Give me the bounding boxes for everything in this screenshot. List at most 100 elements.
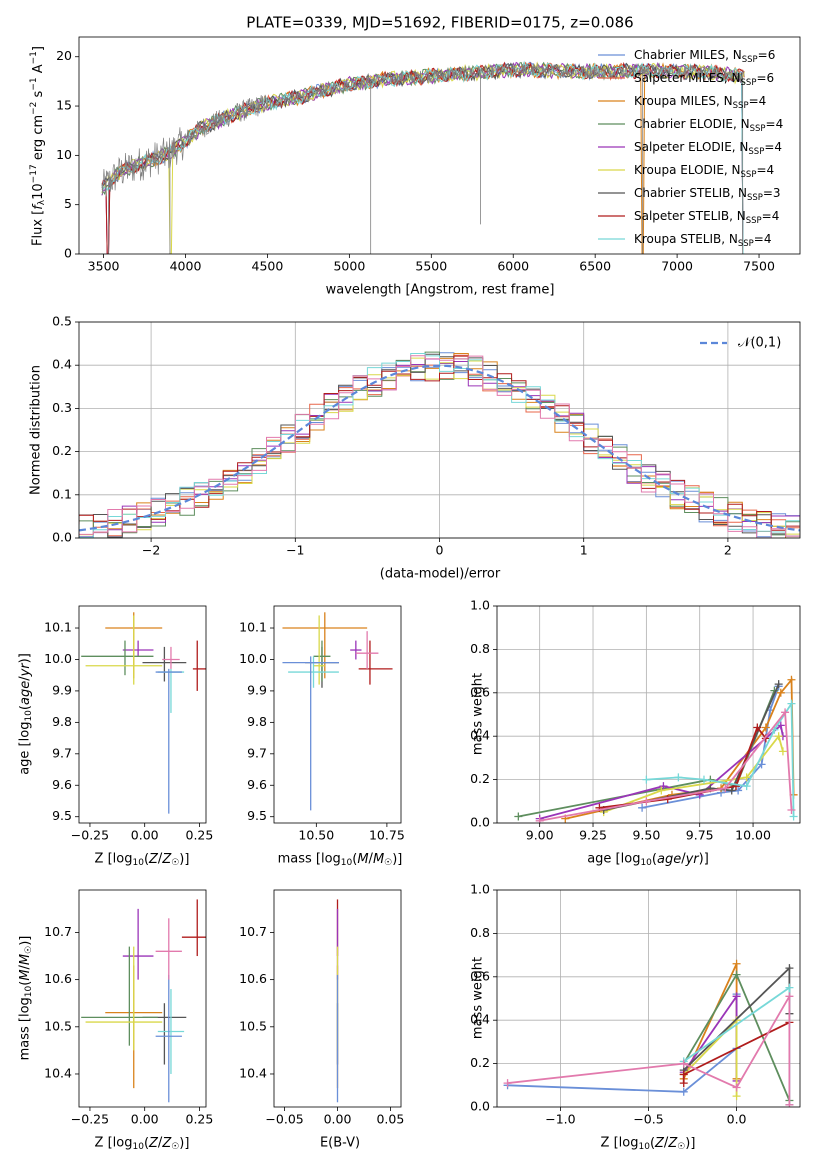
y-axis-label: mass weight	[471, 673, 486, 755]
x-tick-label: 6500	[579, 259, 611, 274]
x-axis-label: Z [log10(Z/Z☉)]	[601, 1136, 696, 1152]
legend-subscript: SSP	[742, 55, 758, 65]
x-tick-label: 9.00	[526, 828, 554, 843]
legend-subscript: SSP	[738, 239, 754, 249]
y-tick-label: 0.2	[52, 443, 72, 458]
x-tick-label: 10.75	[369, 828, 405, 843]
x-tick-label: 4500	[252, 259, 284, 274]
data-point-marker	[785, 992, 794, 1001]
y-tick-label: 15	[56, 98, 72, 113]
errorbars	[81, 899, 206, 1103]
y-tick-label: 9.8	[247, 714, 267, 729]
normal-curve-line	[79, 364, 800, 532]
axes-frame	[496, 605, 801, 824]
y-tick-label: 9.9	[52, 682, 72, 697]
legend-text: Chabrier ELODIE, N	[634, 117, 750, 131]
x-tick-label: −1.0	[545, 1112, 575, 1127]
legend-suffix: =6	[758, 48, 776, 62]
x-tick-label: 0.00	[131, 828, 159, 843]
x-tick-label: 0.25	[186, 828, 214, 843]
y-tick-label: 10.1	[44, 620, 72, 635]
legend-suffix: =4	[749, 94, 767, 108]
observed-spectrum-line	[101, 62, 745, 197]
x-tick-label: 0.00	[324, 1112, 352, 1127]
legend-subscript: SSP	[747, 193, 763, 203]
model-spectrum-line	[101, 62, 745, 254]
series-line	[682, 993, 738, 1081]
legend-subscript: SSP	[746, 216, 762, 226]
data-point-marker	[732, 992, 741, 1001]
data-point-marker	[679, 1059, 688, 1068]
legend-subscript: SSP	[748, 147, 764, 157]
data-point-marker	[535, 816, 544, 823]
y-tick-label: 0.4	[470, 728, 490, 743]
data-point-marker	[742, 773, 751, 782]
data-point-marker	[778, 747, 787, 756]
data-point-marker	[642, 797, 651, 806]
y-axis-label: mass weight	[471, 957, 486, 1039]
data-point-marker	[753, 723, 762, 732]
legend-text: Chabrier MILES, N	[634, 48, 742, 62]
x-tick-label: 0.0	[727, 1112, 747, 1127]
legend-label: Salpeter STELIB, NSSP=4	[634, 209, 779, 226]
data-point-marker	[638, 803, 647, 812]
axes-frame	[496, 889, 801, 1108]
data-point-marker	[721, 784, 730, 793]
legend-text: Chabrier STELIB, N	[634, 186, 747, 200]
data-point-marker	[787, 805, 796, 814]
data-point-marker	[679, 1087, 688, 1096]
y-tick-label: 0.6	[470, 684, 490, 699]
x-tick-label: −1	[286, 543, 304, 558]
legend-label: 𝒩(0,1)	[738, 336, 781, 351]
legend-subscript: SSP	[741, 78, 757, 88]
legend-text: Salpeter STELIB, N	[634, 209, 746, 223]
x-tick-label: 2	[724, 543, 732, 558]
model-spectrum-line	[101, 61, 745, 254]
x-tick-label: −2	[142, 543, 160, 558]
x-tick-label: −0.5	[633, 1112, 663, 1127]
y-tick-label: 10.4	[44, 1065, 72, 1080]
histograms	[79, 351, 800, 538]
y-tick-label: 10.0	[239, 651, 267, 666]
axes-frame	[273, 605, 402, 824]
data-point-marker	[785, 964, 794, 973]
x-tick-label: 1	[580, 543, 588, 558]
x-axis-label: (data-model)/error	[380, 567, 501, 582]
y-tick-label: 9.7	[247, 745, 267, 760]
y-tick-label: 10	[56, 147, 72, 162]
legend-suffix: =4	[762, 209, 780, 223]
y-tick-label: 0.8	[470, 641, 490, 656]
y-tick-label: 9.5	[247, 808, 267, 823]
data-point-marker	[659, 782, 668, 791]
data-point-marker	[674, 773, 683, 782]
y-tick-label: 0.1	[52, 486, 72, 501]
x-tick-label: 5000	[333, 259, 365, 274]
axes-frame	[78, 321, 801, 539]
legend-label: Salpeter MILES, NSSP=6	[634, 71, 774, 88]
legend-label: Chabrier STELIB, NSSP=3	[634, 186, 781, 203]
legend-label: Salpeter ELODIE, NSSP=4	[634, 140, 782, 157]
y-tick-label: 10.5	[44, 1018, 72, 1033]
x-tick-label: 7500	[743, 259, 775, 274]
data-point-marker	[742, 782, 751, 791]
y-tick-label: 1.0	[470, 598, 490, 613]
data-point-marker	[503, 1079, 512, 1088]
x-axis-label: Z [log10(Z/Z☉)]	[95, 852, 190, 868]
data-point-marker	[732, 959, 741, 968]
legend-subscript: SSP	[741, 170, 757, 180]
y-tick-label: 9.6	[247, 777, 267, 792]
y-tick-label: 0	[64, 246, 72, 261]
data-point-marker	[679, 1079, 688, 1088]
x-tick-label: 0	[436, 543, 444, 558]
legend-suffix: =4	[756, 163, 774, 177]
data-point-marker	[514, 812, 523, 821]
y-tick-label: 0.2	[470, 1055, 490, 1070]
chart-title: PLATE=0339, MJD=51692, FIBERID=0175, z=0…	[246, 14, 633, 32]
model-spectrum-line	[101, 61, 745, 254]
x-tick-label: 4000	[170, 259, 202, 274]
legend-label: Kroupa STELIB, NSSP=4	[634, 232, 772, 249]
y-tick-label: 0.3	[52, 400, 72, 415]
x-tick-label: 9.25	[579, 828, 607, 843]
axes-frame	[273, 889, 402, 1108]
model-spectrum-line	[101, 61, 745, 254]
